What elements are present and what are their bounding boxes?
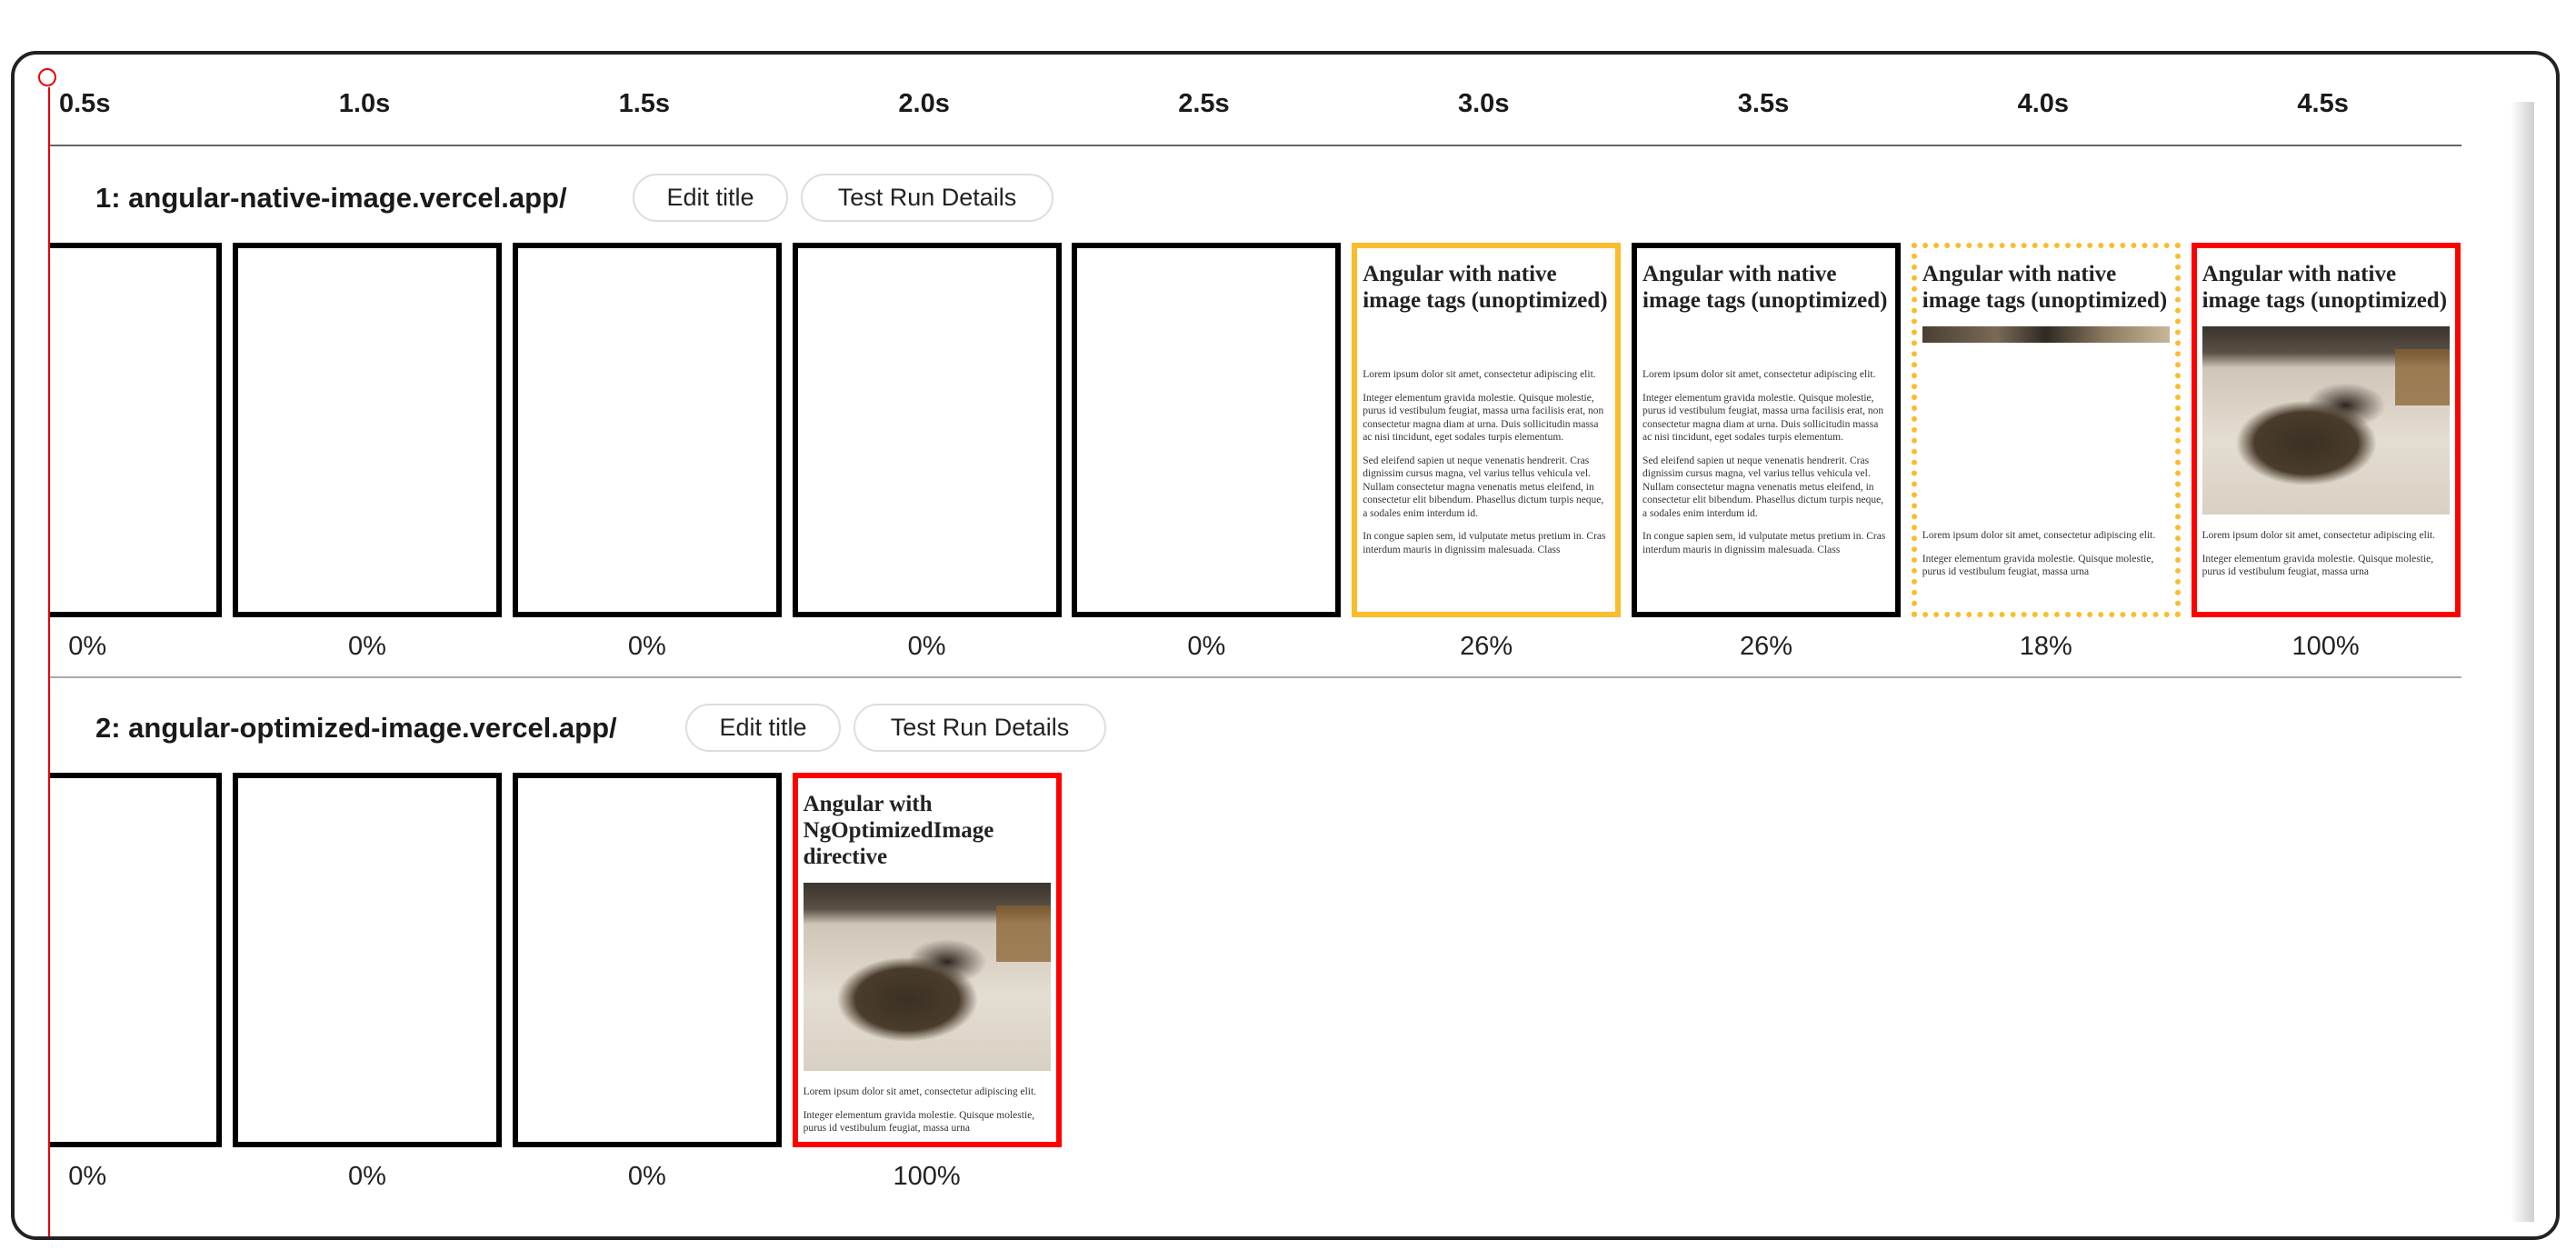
ruler-divider [49,145,2461,146]
thumbnail-paragraph: Integer elementum gravida molestie. Quis… [2202,553,2434,578]
visual-progress-label: 0% [627,632,666,661]
thumbnail-paragraph: Integer elementum gravida molestie. Quis… [1363,392,1604,444]
thumbnail-paragraph: In congue sapien sem, id vulputate metus… [1642,531,1886,555]
cat-photo [2202,326,2450,515]
thumbnail-heading: Angular with native image tags (unoptimi… [1642,262,1888,313]
page-thumbnail: Angular with native image tags (unoptimi… [1637,248,1895,556]
playhead-line[interactable] [48,87,50,1236]
visual-progress-label: 0% [1187,632,1226,661]
filmstrip-frame[interactable] [233,243,502,617]
filmstrip-frame[interactable] [512,773,782,1147]
row-1-filmstrip: 0% 0% 0% 0% 0% Angular with native image tags… [49,243,2503,670]
thumbnail-paragraph: Lorem ipsum dolor sit amet, consectetur … [1922,530,2156,541]
timeline-tick: 3.5s [1737,89,1790,118]
page-thumbnail: Angular with NgOptimizedImage directive L… [798,778,1056,1135]
visual-progress-label: 0% [627,1162,666,1191]
filmstrip-frame[interactable] [1072,243,1342,617]
image-slot [1922,326,2170,515]
thumbnail-heading: Angular with native image tags (unoptimi… [1922,262,2168,313]
timeline-tick: 2.0s [898,89,950,118]
filmstrip-frame[interactable] [49,773,223,1147]
row-1-edit-title-button[interactable]: Edit title [633,174,788,222]
spacer [1642,326,1890,368]
cat-photo [1922,326,2170,343]
thumbnail-paragraph: Lorem ipsum dolor sit amet, consectetur … [1363,369,1596,380]
visual-progress-label: 100% [2291,632,2360,661]
row-divider [49,676,2461,678]
thumbnail-paragraph: Sed eleifend sapien ut neque venenatis h… [1363,455,1604,519]
filmstrip-panel [11,51,2560,1240]
timeline-tick: 0.5s [59,89,111,118]
filmstrip-frame[interactable] [233,773,502,1147]
visual-progress-label: 26% [1460,632,1513,661]
row-2-edit-title-button[interactable]: Edit title [685,704,841,752]
visual-progress-label: 0% [68,632,107,661]
filmstrip-frame[interactable]: Angular with native image tags (unoptimi… [1352,243,1622,617]
page-thumbnail: Angular with native image tags (unoptimi… [1357,248,1615,556]
thumbnail-paragraph: Integer elementum gravida molestie. Quis… [1922,553,2154,578]
timeline-tick: 4.5s [2297,89,2349,118]
thumbnail-paragraph: In congue sapien sem, id vulputate metus… [1363,531,1606,555]
filmstrip-frame[interactable] [792,243,1062,617]
timeline-tick: 1.0s [338,89,391,118]
thumbnail-paragraph: Lorem ipsum dolor sit amet, consectetur … [803,1086,1037,1097]
visual-progress-label: 0% [348,1162,386,1191]
visual-progress-label: 0% [68,1162,107,1191]
page-thumbnail: Angular with native image tags (unoptimi… [2197,248,2455,579]
filmstrip-frame[interactable] [512,243,782,617]
image-slot [2202,326,2450,515]
filmstrip-frame[interactable]: Angular with native image tags (unoptimi… [1632,243,1901,617]
timeline-tick: 4.0s [2017,89,2070,118]
row-1-test-run-details-button[interactable]: Test Run Details [801,174,1053,222]
thumbnail-heading: Angular with native image tags (unoptimi… [2202,262,2448,313]
thumbnail-heading: Angular with NgOptimizedImage directive [803,792,994,869]
filmstrip-frame[interactable]: Angular with NgOptimizedImage directive L… [792,773,1062,1147]
horizontal-scroll-shadow[interactable] [2511,102,2534,1222]
row-1-title: 1: angular-native-image.vercel.app/ [95,182,567,214]
row-2-title: 2: angular-optimized-image.vercel.app/ [95,712,617,744]
image-slot [803,883,1051,1071]
cat-photo [803,883,1051,1071]
thumbnail-paragraph: Lorem ipsum dolor sit amet, consectetur … [1642,369,1876,380]
thumbnail-paragraph: Integer elementum gravida molestie. Quis… [803,1109,1035,1135]
row-2-test-run-details-button[interactable]: Test Run Details [854,704,1106,752]
filmstrip-frame[interactable]: Angular with native image tags (unoptimi… [2191,243,2461,617]
visual-progress-label: 0% [348,632,386,661]
filmstrip-frame[interactable] [49,243,223,617]
timeline-tick: 1.5s [618,89,671,118]
row-2-filmstrip: 0% 0% 0% Angular with NgOptimizedImage dire… [49,773,2503,1200]
filmstrip-frame[interactable]: Angular with native image tags (unoptimi… [1911,243,2181,617]
page-thumbnail: Angular with native image tags (unoptimi… [1917,248,2175,579]
visual-progress-label: 100% [893,1162,961,1191]
spacer [1363,326,1610,368]
thumbnail-heading: Angular with native image tags (unoptimi… [1363,262,1608,313]
timeline-tick: 3.0s [1458,89,1510,118]
visual-progress-label: 18% [2019,632,2072,661]
playhead-handle[interactable] [38,68,56,86]
thumbnail-paragraph: Sed eleifend sapien ut neque venenatis h… [1642,455,1884,519]
thumbnail-paragraph: Integer elementum gravida molestie. Quis… [1642,392,1884,444]
thumbnail-paragraph: Lorem ipsum dolor sit amet, consectetur … [2202,530,2436,541]
timeline-tick: 2.5s [1178,89,1230,118]
visual-progress-label: 26% [1739,632,1793,661]
visual-progress-label: 0% [907,632,946,661]
